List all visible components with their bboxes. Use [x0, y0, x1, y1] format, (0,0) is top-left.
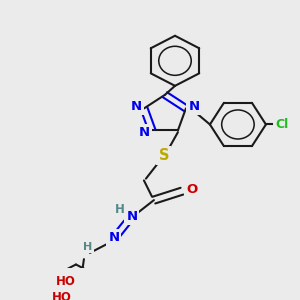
Text: N: N — [130, 100, 142, 113]
Text: Cl: Cl — [275, 118, 289, 131]
Text: N: N — [139, 126, 150, 139]
Text: N: N — [126, 210, 137, 223]
Text: H: H — [115, 203, 125, 216]
Text: HO: HO — [56, 275, 76, 288]
Text: N: N — [188, 100, 200, 113]
Text: N: N — [108, 231, 119, 244]
Text: S: S — [159, 148, 169, 163]
Text: H: H — [83, 242, 93, 252]
Text: O: O — [186, 183, 198, 196]
Text: HO: HO — [52, 291, 72, 300]
